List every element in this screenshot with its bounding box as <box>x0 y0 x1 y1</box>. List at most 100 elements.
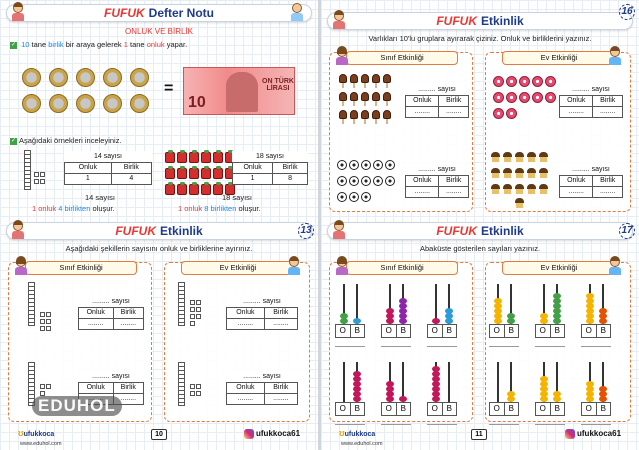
abacus-bead <box>553 318 561 324</box>
abacus-label-b: B <box>554 404 560 413</box>
caption-14-top: 14 sayısı <box>85 193 116 202</box>
abacus-bead <box>353 381 361 387</box>
icecream-icon <box>361 74 369 88</box>
abacus-rod <box>448 284 450 324</box>
abacus-bead <box>386 318 394 324</box>
watermark: EDUHOL <box>32 396 122 416</box>
abacus-bead <box>599 386 607 392</box>
answer-line[interactable] <box>427 419 457 425</box>
answer-line[interactable] <box>581 341 611 347</box>
ten-rod-icon <box>178 282 185 326</box>
answer-line[interactable] <box>581 419 611 425</box>
soccer-ball-icon <box>361 192 371 202</box>
answer-line[interactable] <box>489 341 519 347</box>
girl-icon <box>334 46 350 65</box>
answer-line[interactable] <box>335 341 365 347</box>
soccer-ball-icon <box>361 160 371 170</box>
abacus-bead <box>553 308 561 314</box>
answer-line[interactable] <box>535 419 565 425</box>
abacus-bead <box>507 396 515 402</box>
abacus-bead <box>353 391 361 397</box>
unit-cube-icon <box>40 172 45 177</box>
boy-icon <box>607 46 623 65</box>
soccer-ball-icon <box>373 160 383 170</box>
p13-home-title: Ev Etkinliği <box>181 261 295 275</box>
p16-home-table-2: ......... sayısı Onluk Birlik ...........… <box>558 164 623 198</box>
abacus-bead <box>540 396 548 402</box>
abacus-label-o: O <box>428 325 443 337</box>
p13-home-table-1: ......... sayısı Onluk Birlik ...........… <box>226 296 299 330</box>
checkmark-icon: ✓ <box>10 137 17 145</box>
unit-cube-icon <box>190 314 195 319</box>
abacus-label-b: B <box>400 326 406 335</box>
strawberry-icon <box>213 150 223 163</box>
abacus-label-o: O <box>336 403 351 415</box>
abacus-bead <box>432 376 440 382</box>
unit-cube-icon <box>46 326 51 331</box>
abacus-bead <box>353 371 361 377</box>
abacus-bead <box>432 318 440 324</box>
abacus-bead <box>540 381 548 387</box>
answer-line[interactable] <box>489 419 519 425</box>
abacus-bead <box>386 313 394 319</box>
answer-line[interactable] <box>381 341 411 347</box>
abacus-bead <box>432 366 440 372</box>
child-icon <box>331 220 347 239</box>
strawberry-icon <box>201 182 211 195</box>
p17-home-title: Ev Etkinliği <box>502 261 616 275</box>
abacus-bead <box>386 381 394 387</box>
unit-cube-icon <box>40 312 45 317</box>
girl-icon <box>334 256 350 275</box>
abacus-label-o: O <box>490 325 505 337</box>
icecream-icon <box>383 110 391 124</box>
abacus-bead <box>432 391 440 397</box>
answer-line[interactable] <box>535 341 565 347</box>
unit-cube-icon <box>46 319 51 324</box>
abacus-label-o: O <box>382 403 397 415</box>
cupcake-icon <box>527 184 536 194</box>
abacus-rod <box>343 362 345 402</box>
abacus-rod <box>402 362 404 402</box>
icecream-icon <box>350 74 358 88</box>
abacus-rod <box>356 284 358 324</box>
coin-icon <box>130 68 149 87</box>
abacus-rod <box>543 284 545 324</box>
strawberry-icon <box>225 182 235 195</box>
abacus-label-o: O <box>428 403 443 415</box>
abacus-bead <box>586 381 594 387</box>
abacus-rod <box>556 362 558 402</box>
answer-line[interactable] <box>381 419 411 425</box>
abacus-bead <box>432 381 440 387</box>
soccer-ball-icon <box>349 176 359 186</box>
donut-icon <box>519 92 530 103</box>
abacus-label-b: B <box>508 326 514 335</box>
ten-rod-icon <box>28 362 35 406</box>
abacus-label-o: O <box>582 403 597 415</box>
p16-instruction: Varlıkları 10'lu gruplara ayırarak çizin… <box>368 34 592 43</box>
icecream-icon <box>372 110 380 124</box>
abacus-bead <box>599 308 607 314</box>
right-page: FUFUK Etkinlik 16 Varlıkları 10'lu grupla… <box>321 0 639 450</box>
strawberry-icon <box>165 182 175 195</box>
abacus-label-b: B <box>600 404 606 413</box>
donut-icon <box>506 76 517 87</box>
unit-cube-icon <box>40 319 45 324</box>
footer-instagram: ufukkoca61 <box>565 429 621 439</box>
p17-instruction: Abaküste gösterilen sayıları yazınız. <box>419 244 541 253</box>
abacus-bead <box>386 308 394 314</box>
unit-cube-icon <box>196 307 201 312</box>
donut-icon <box>506 92 517 103</box>
strawberry-icon <box>165 150 175 163</box>
ten-rod-icon <box>28 282 35 326</box>
donut-icon <box>493 108 504 119</box>
answer-line[interactable] <box>335 419 365 425</box>
answer-line[interactable] <box>427 341 457 347</box>
strawberry-icon <box>177 182 187 195</box>
